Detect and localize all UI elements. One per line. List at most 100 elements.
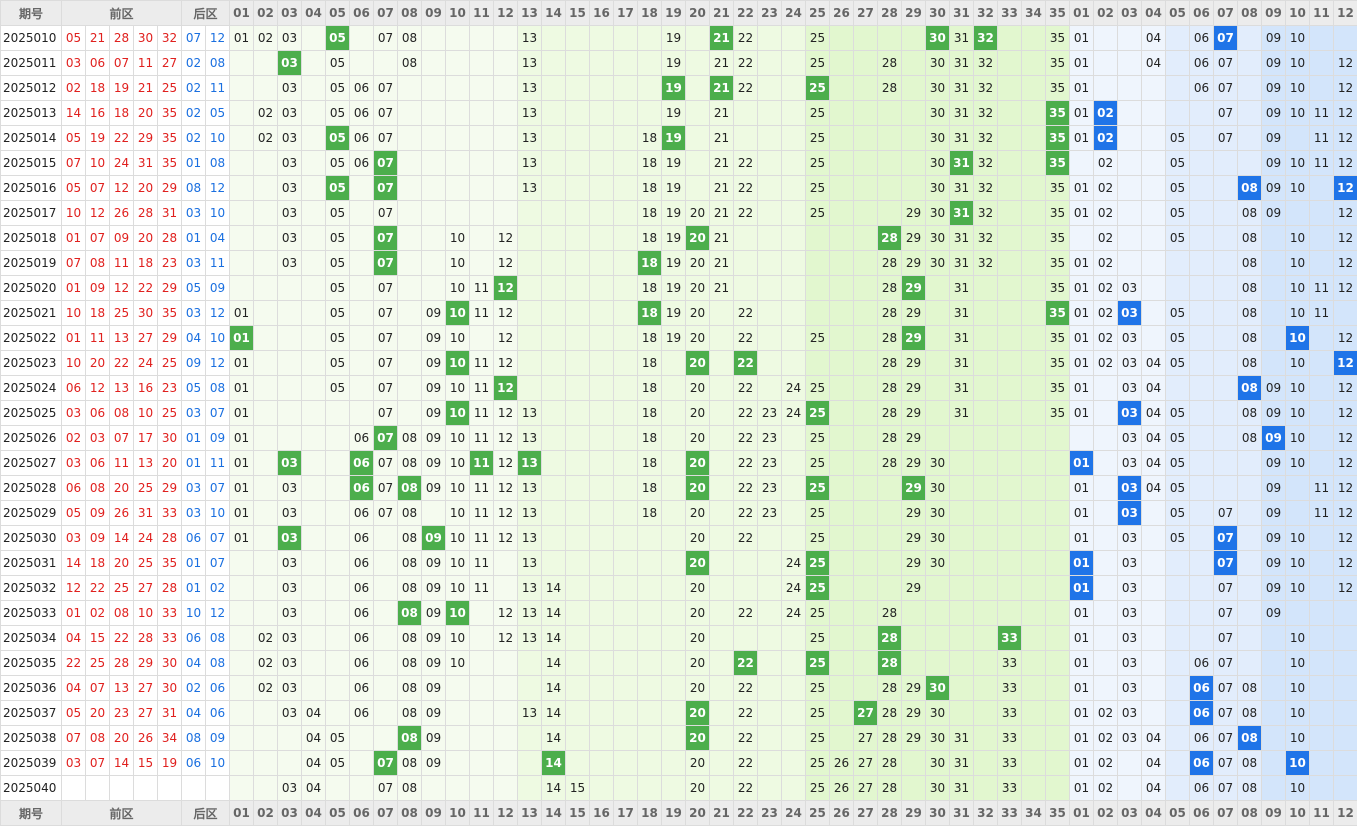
front-cell	[229, 225, 255, 251]
front-cell	[589, 500, 615, 526]
back-cell: 01	[1069, 625, 1095, 651]
front-cell	[877, 25, 903, 51]
back-cell: 01	[1069, 725, 1095, 751]
front-cell	[1045, 550, 1071, 576]
front-cell: 24	[781, 375, 807, 401]
front-cell	[493, 675, 519, 701]
back-cell	[1237, 625, 1263, 651]
front-number: 18	[85, 550, 110, 576]
front-cell	[997, 175, 1023, 201]
front-cell: 33	[997, 700, 1023, 726]
front-hit-cell: 25	[805, 550, 831, 576]
back-cell	[1237, 550, 1263, 576]
front-cell: 02	[253, 650, 279, 676]
front-cell	[709, 550, 735, 576]
front-cell	[637, 575, 663, 601]
front-cell	[565, 200, 591, 226]
front-cell: 33	[997, 650, 1023, 676]
back-cell: 08	[1237, 350, 1263, 376]
back-cell	[1141, 650, 1167, 676]
front-cell	[757, 375, 783, 401]
back-cell: 01	[1069, 400, 1095, 426]
front-cell: 09	[421, 350, 447, 376]
front-cell: 29	[901, 500, 927, 526]
front-cell	[757, 100, 783, 126]
front-cell	[517, 350, 543, 376]
back-cell	[1165, 100, 1191, 126]
front-cell: 01	[229, 375, 255, 401]
front-col-header: 13	[517, 0, 543, 26]
back-cell	[1093, 600, 1119, 626]
issue: 2025021	[0, 300, 62, 326]
back-cell	[1213, 400, 1239, 426]
front-cell	[301, 525, 327, 551]
front-cell	[829, 25, 855, 51]
back-number: 05	[181, 375, 207, 401]
front-cell: 06	[349, 625, 375, 651]
back-cell: 12	[1333, 150, 1357, 176]
back-number: 06	[181, 750, 207, 776]
front-col-header: 24	[781, 0, 807, 26]
front-cell: 30	[925, 225, 951, 251]
front-cell	[925, 300, 951, 326]
draw-row: 2025016 05 07 12 20 29 08 12 03 05 07 13 18 19 21 22 25 3…	[0, 175, 1357, 201]
front-cell	[253, 725, 279, 751]
front-cell: 30	[925, 50, 951, 76]
front-cell	[805, 250, 831, 276]
front-cell	[949, 425, 975, 451]
front-cell: 31	[949, 75, 975, 101]
front-cell	[325, 500, 351, 526]
front-cell	[349, 175, 375, 201]
front-cell	[1021, 525, 1047, 551]
issue: 2025031	[0, 550, 62, 576]
front-number: 01	[61, 225, 86, 251]
back-cell	[1189, 225, 1215, 251]
front-hit-cell: 10	[445, 350, 471, 376]
front-number: 09	[85, 500, 110, 526]
front-cell	[469, 650, 495, 676]
front-cell: 28	[877, 375, 903, 401]
front-number: 29	[133, 650, 158, 676]
front-cell	[1021, 575, 1047, 601]
draw-row: 2025026 02 03 07 17 30 01 09 01 06 07 08 09 10 11 12 13 1…	[0, 425, 1357, 451]
front-cell	[997, 450, 1023, 476]
front-cell	[325, 575, 351, 601]
back-number: 08	[181, 175, 207, 201]
front-cell	[253, 350, 279, 376]
front-cell: 07	[373, 500, 399, 526]
front-cell	[301, 325, 327, 351]
front-cell	[589, 425, 615, 451]
front-cell: 25	[805, 375, 831, 401]
issue: 2025013	[0, 100, 62, 126]
front-number: 03	[61, 400, 86, 426]
back-cell: 09	[1261, 25, 1287, 51]
front-cell: 11	[469, 375, 495, 401]
front-cell	[541, 350, 567, 376]
front-cell	[1021, 325, 1047, 351]
front-cell	[1021, 500, 1047, 526]
front-cell: 09	[421, 600, 447, 626]
front-number: 27	[133, 575, 158, 601]
front-cell	[709, 600, 735, 626]
back-cell: 05	[1165, 225, 1191, 251]
front-cell	[829, 75, 855, 101]
front-cell: 10	[445, 550, 471, 576]
front-cell	[517, 325, 543, 351]
back-cell	[1333, 300, 1357, 326]
front-cell: 24	[781, 600, 807, 626]
front-number: 14	[61, 550, 86, 576]
front-cell	[661, 725, 687, 751]
front-cell: 08	[397, 650, 423, 676]
front-cell	[781, 25, 807, 51]
back-cell	[1333, 725, 1357, 751]
front-cell	[253, 225, 279, 251]
front-hit-cell: 29	[901, 475, 927, 501]
front-cell	[781, 775, 807, 801]
front-number: 07	[85, 750, 110, 776]
front-cell: 25	[805, 150, 831, 176]
front-cell	[589, 575, 615, 601]
front-cell: 08	[397, 675, 423, 701]
back-number: 05	[205, 100, 231, 126]
front-cell: 11	[469, 300, 495, 326]
front-cell: 19	[661, 50, 687, 76]
